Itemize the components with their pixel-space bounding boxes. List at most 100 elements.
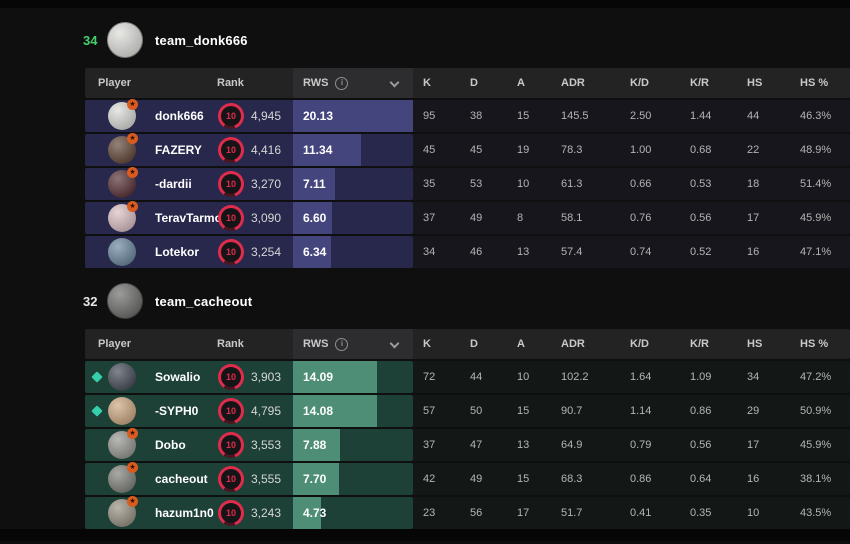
- stat-kr: 0.53: [690, 178, 712, 190]
- column-header-rws: RWS: [303, 77, 329, 89]
- stat-a: 15: [517, 405, 530, 417]
- level-badge-icon: 10: [218, 137, 244, 163]
- stat-adr: 64.9: [561, 439, 583, 451]
- stat-hs: 29: [747, 405, 760, 417]
- row-left-background: [85, 497, 413, 529]
- stat-kd: 0.86: [630, 473, 652, 485]
- player-row[interactable]: ★ hazum1n0 10 3,243 4.73 23 56 17 51.7 0…: [85, 496, 850, 529]
- info-icon[interactable]: i: [335, 337, 349, 351]
- level-badge-icon: 10: [218, 466, 244, 492]
- rws-bar: [293, 202, 333, 234]
- player-row[interactable]: ★ -dardii 10 3,270 7.11 35 53 10 61.3 0.…: [85, 167, 850, 200]
- team-name[interactable]: team_cacheout: [155, 293, 253, 309]
- player-row[interactable]: ★ Lotekor 10 3,254 6.34 34 46 13 57.4 0.…: [85, 236, 850, 268]
- rank-cell: 10 4,945: [215, 100, 293, 132]
- rws-dropdown[interactable]: RWS i: [293, 329, 413, 359]
- team-section: 32 team_cacheout Player Rank RWS i K D A…: [83, 283, 850, 529]
- stat-adr: 102.2: [561, 371, 589, 383]
- stat-hs-pct: 47.2%: [800, 371, 832, 383]
- player-name[interactable]: donk666: [155, 109, 204, 123]
- row-stats-background: [413, 463, 850, 495]
- player-name[interactable]: Lotekor: [155, 245, 200, 259]
- player-avatar[interactable]: ★: [108, 363, 136, 391]
- rws-bar: [293, 134, 361, 166]
- stat-a: 10: [517, 371, 530, 383]
- stat-hs: 22: [747, 144, 760, 156]
- rws-dropdown[interactable]: RWS i: [293, 68, 413, 98]
- stat-hs-pct: 51.4%: [800, 178, 832, 190]
- column-header-a: A: [517, 338, 525, 350]
- player-name[interactable]: -SYPH0: [155, 404, 199, 418]
- row-stats-background: [413, 395, 850, 427]
- player-name[interactable]: cacheout: [155, 472, 208, 486]
- row-stats-background: [413, 100, 850, 132]
- player-avatar[interactable]: ★: [108, 133, 138, 164]
- rank-points: 4,416: [251, 143, 282, 157]
- player-avatar[interactable]: ★: [108, 238, 136, 266]
- stat-adr: 68.3: [561, 473, 583, 485]
- column-header-kd: K/D: [630, 338, 649, 350]
- scoreboard-content: 34 team_donk666 Player Rank RWS i K D A …: [83, 22, 850, 544]
- player-avatar[interactable]: ★: [108, 496, 138, 527]
- row-stats-background: [413, 236, 850, 268]
- team-name[interactable]: team_donk666: [155, 32, 248, 48]
- player-row[interactable]: ★ donk666 10 4,945 20.13 95 38 15 145.5 …: [85, 99, 850, 132]
- player-avatar[interactable]: ★: [108, 428, 138, 459]
- team-avatar[interactable]: [107, 22, 143, 58]
- team-avatar[interactable]: [107, 283, 143, 319]
- stat-d: 49: [470, 212, 483, 224]
- stat-hs: 10: [747, 507, 760, 519]
- chevron-down-icon: [389, 77, 400, 88]
- stat-adr: 90.7: [561, 405, 583, 417]
- stat-a: 13: [517, 246, 530, 258]
- stat-d: 44: [470, 371, 483, 383]
- player-row[interactable]: ★ -SYPH0 10 4,795 14.08 57 50 15 90.7 1.…: [85, 395, 850, 427]
- level-badge-icon: 10: [218, 398, 244, 424]
- rws-value: 20.13: [303, 109, 334, 123]
- row-stats-background: [413, 497, 850, 529]
- stat-kd: 0.79: [630, 439, 652, 451]
- column-header-hs: HS: [747, 77, 763, 89]
- player-name[interactable]: Sowalio: [155, 370, 201, 384]
- rank-points: 4,945: [251, 109, 282, 123]
- rank-cell: 10 3,903: [215, 361, 293, 393]
- player-cell: ★ hazum1n0: [85, 496, 215, 529]
- rank-points: 4,795: [251, 404, 282, 418]
- column-header-k: K: [423, 77, 431, 89]
- rank-cell: 10 4,416: [215, 134, 293, 166]
- player-cell: ★ FAZERY: [85, 133, 215, 166]
- rws-value: 7.11: [303, 177, 326, 191]
- player-avatar[interactable]: ★: [108, 167, 138, 198]
- player-avatar[interactable]: ★: [108, 201, 138, 232]
- player-name[interactable]: FAZERY: [155, 143, 202, 157]
- player-avatar[interactable]: ★: [108, 397, 136, 425]
- player-name[interactable]: TeravTarmo: [155, 211, 222, 225]
- player-name[interactable]: -dardii: [155, 177, 192, 191]
- column-header-hs: HS: [747, 338, 763, 350]
- info-icon[interactable]: i: [335, 76, 349, 90]
- stat-hs-pct: 45.9%: [800, 439, 832, 451]
- rank-cell: 10 3,090: [215, 202, 293, 234]
- stat-d: 49: [470, 473, 483, 485]
- player-name[interactable]: hazum1n0: [155, 506, 214, 520]
- player-row[interactable]: ★ Dobo 10 3,553 7.88 37 47 13 64.9 0.79 …: [85, 428, 850, 461]
- player-row[interactable]: ★ cacheout 10 3,555 7.70 42 49 15 68.3 0…: [85, 462, 850, 495]
- stat-kd: 0.41: [630, 507, 652, 519]
- player-row[interactable]: ★ FAZERY 10 4,416 11.34 45 45 19 78.3 1.…: [85, 133, 850, 166]
- stat-k: 57: [423, 405, 436, 417]
- player-row[interactable]: ★ Sowalio 10 3,903 14.09 72 44 10 102.2 …: [85, 361, 850, 393]
- rws-value: 14.09: [303, 370, 334, 384]
- player-name[interactable]: Dobo: [155, 438, 186, 452]
- level-number: 10: [225, 440, 236, 450]
- stat-a: 15: [517, 473, 530, 485]
- player-avatar[interactable]: ★: [108, 462, 138, 493]
- player-row[interactable]: ★ TeravTarmo 10 3,090 6.60 37 49 8 58.1 …: [85, 201, 850, 234]
- rank-cell: 10 3,243: [215, 497, 293, 529]
- player-cell: ★ -SYPH0: [85, 395, 215, 427]
- player-avatar[interactable]: ★: [108, 99, 138, 130]
- rws-value: 7.88: [303, 438, 327, 452]
- rank-points: 3,270: [251, 177, 282, 191]
- rank-points: 3,903: [251, 370, 282, 384]
- stat-k: 72: [423, 371, 436, 383]
- stat-hs: 16: [747, 246, 760, 258]
